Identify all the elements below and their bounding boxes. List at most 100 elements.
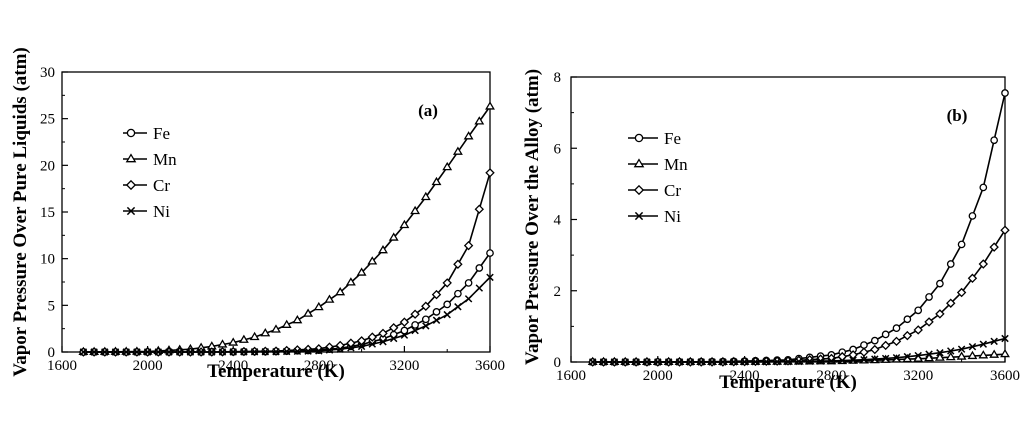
data-point bbox=[967, 350, 978, 360]
legend-label: Mn bbox=[664, 155, 688, 174]
data-point bbox=[165, 348, 173, 356]
data-point bbox=[654, 358, 662, 366]
data-point bbox=[315, 347, 323, 355]
data-point bbox=[870, 336, 879, 345]
data-point bbox=[281, 319, 292, 328]
legend-marker bbox=[634, 211, 644, 221]
data-point bbox=[914, 306, 923, 315]
data-point bbox=[454, 289, 462, 298]
data-point bbox=[217, 339, 228, 348]
data-point bbox=[250, 348, 259, 356]
data-point bbox=[347, 344, 355, 352]
data-point bbox=[816, 357, 825, 365]
y-tick-label: 0 bbox=[554, 355, 562, 371]
data-point bbox=[133, 348, 141, 356]
data-point bbox=[443, 300, 452, 309]
x-tick-label: 2800 bbox=[816, 368, 846, 384]
data-point bbox=[859, 347, 869, 357]
data-point bbox=[588, 358, 597, 366]
data-point bbox=[410, 309, 420, 319]
data-point bbox=[367, 332, 378, 342]
y-tick-label: 30 bbox=[40, 65, 55, 81]
chart-panel-b: 1600 2000 2400 2800 3200 3600 0 2 4 6 8 Temperature… bbox=[522, 69, 1020, 393]
data-point bbox=[432, 308, 441, 316]
data-point bbox=[420, 191, 431, 201]
data-point bbox=[632, 358, 640, 366]
data-point bbox=[218, 348, 227, 356]
data-point bbox=[924, 317, 934, 327]
data-point bbox=[464, 295, 473, 303]
legend-entry-cr: Cr bbox=[628, 181, 681, 200]
y-tick-label: 0 bbox=[48, 345, 56, 361]
data-point bbox=[1000, 348, 1010, 358]
y-axis-title: Vapor Pressure Over Pure Liquids (atm) bbox=[10, 47, 31, 377]
data-point bbox=[486, 249, 494, 257]
data-point bbox=[249, 331, 260, 341]
data-point bbox=[914, 351, 922, 360]
data-point bbox=[313, 301, 324, 311]
data-point bbox=[881, 354, 890, 363]
data-point bbox=[892, 353, 901, 362]
legend-label: Cr bbox=[664, 181, 681, 200]
data-point bbox=[945, 351, 956, 361]
y-tick-label: 10 bbox=[40, 252, 55, 268]
data-point bbox=[967, 273, 978, 284]
data-point bbox=[881, 330, 890, 339]
data-point bbox=[411, 321, 419, 329]
series-fe bbox=[588, 89, 1009, 366]
data-point bbox=[452, 146, 463, 155]
x-tick-label: 3600 bbox=[990, 368, 1020, 384]
x-tick-label: 1600 bbox=[47, 358, 77, 374]
data-point bbox=[925, 293, 933, 301]
data-point bbox=[111, 348, 120, 356]
data-point bbox=[805, 357, 814, 366]
data-point bbox=[936, 279, 944, 288]
data-point bbox=[431, 289, 442, 300]
data-point bbox=[357, 342, 366, 351]
data-point bbox=[903, 315, 912, 324]
data-point bbox=[400, 331, 409, 339]
data-point bbox=[849, 356, 857, 364]
data-point bbox=[324, 294, 335, 303]
data-point bbox=[228, 337, 239, 346]
data-point bbox=[443, 310, 451, 319]
data-point bbox=[892, 324, 901, 333]
data-point bbox=[838, 356, 846, 365]
x-tick-label: 3600 bbox=[475, 358, 505, 374]
series-ni bbox=[588, 334, 1009, 366]
data-point bbox=[989, 242, 999, 252]
data-point bbox=[968, 212, 977, 220]
data-point bbox=[399, 317, 410, 327]
data-point bbox=[827, 357, 836, 365]
legend-entry-cr: Cr bbox=[123, 176, 170, 195]
data-point bbox=[1000, 225, 1010, 235]
data-point bbox=[990, 136, 999, 145]
data-point bbox=[474, 204, 485, 214]
data-point bbox=[795, 357, 803, 366]
data-point bbox=[599, 358, 608, 366]
data-point bbox=[293, 347, 302, 356]
data-point bbox=[292, 314, 303, 324]
legend-entry-mn: Mn bbox=[123, 150, 177, 169]
data-point bbox=[336, 345, 344, 353]
series-line bbox=[83, 276, 491, 353]
legend-entry-ni: Ni bbox=[628, 207, 681, 226]
panel-label: (a) bbox=[418, 101, 438, 120]
legend-marker bbox=[126, 128, 136, 138]
data-point bbox=[410, 205, 421, 215]
data-point bbox=[697, 358, 705, 366]
y-tick-label: 20 bbox=[40, 158, 55, 174]
x-tick-label: 3200 bbox=[903, 368, 933, 384]
data-point bbox=[924, 352, 934, 362]
x-tick-label: 3200 bbox=[389, 358, 419, 374]
data-point bbox=[773, 357, 781, 366]
data-point bbox=[1001, 89, 1009, 97]
legend-marker bbox=[633, 158, 645, 168]
data-point bbox=[675, 358, 684, 366]
legend-entry-fe: Fe bbox=[628, 129, 681, 148]
data-point bbox=[848, 350, 858, 360]
legend-label: Fe bbox=[664, 129, 681, 148]
x-tick-label: 1600 bbox=[556, 368, 586, 384]
data-point bbox=[978, 350, 989, 359]
